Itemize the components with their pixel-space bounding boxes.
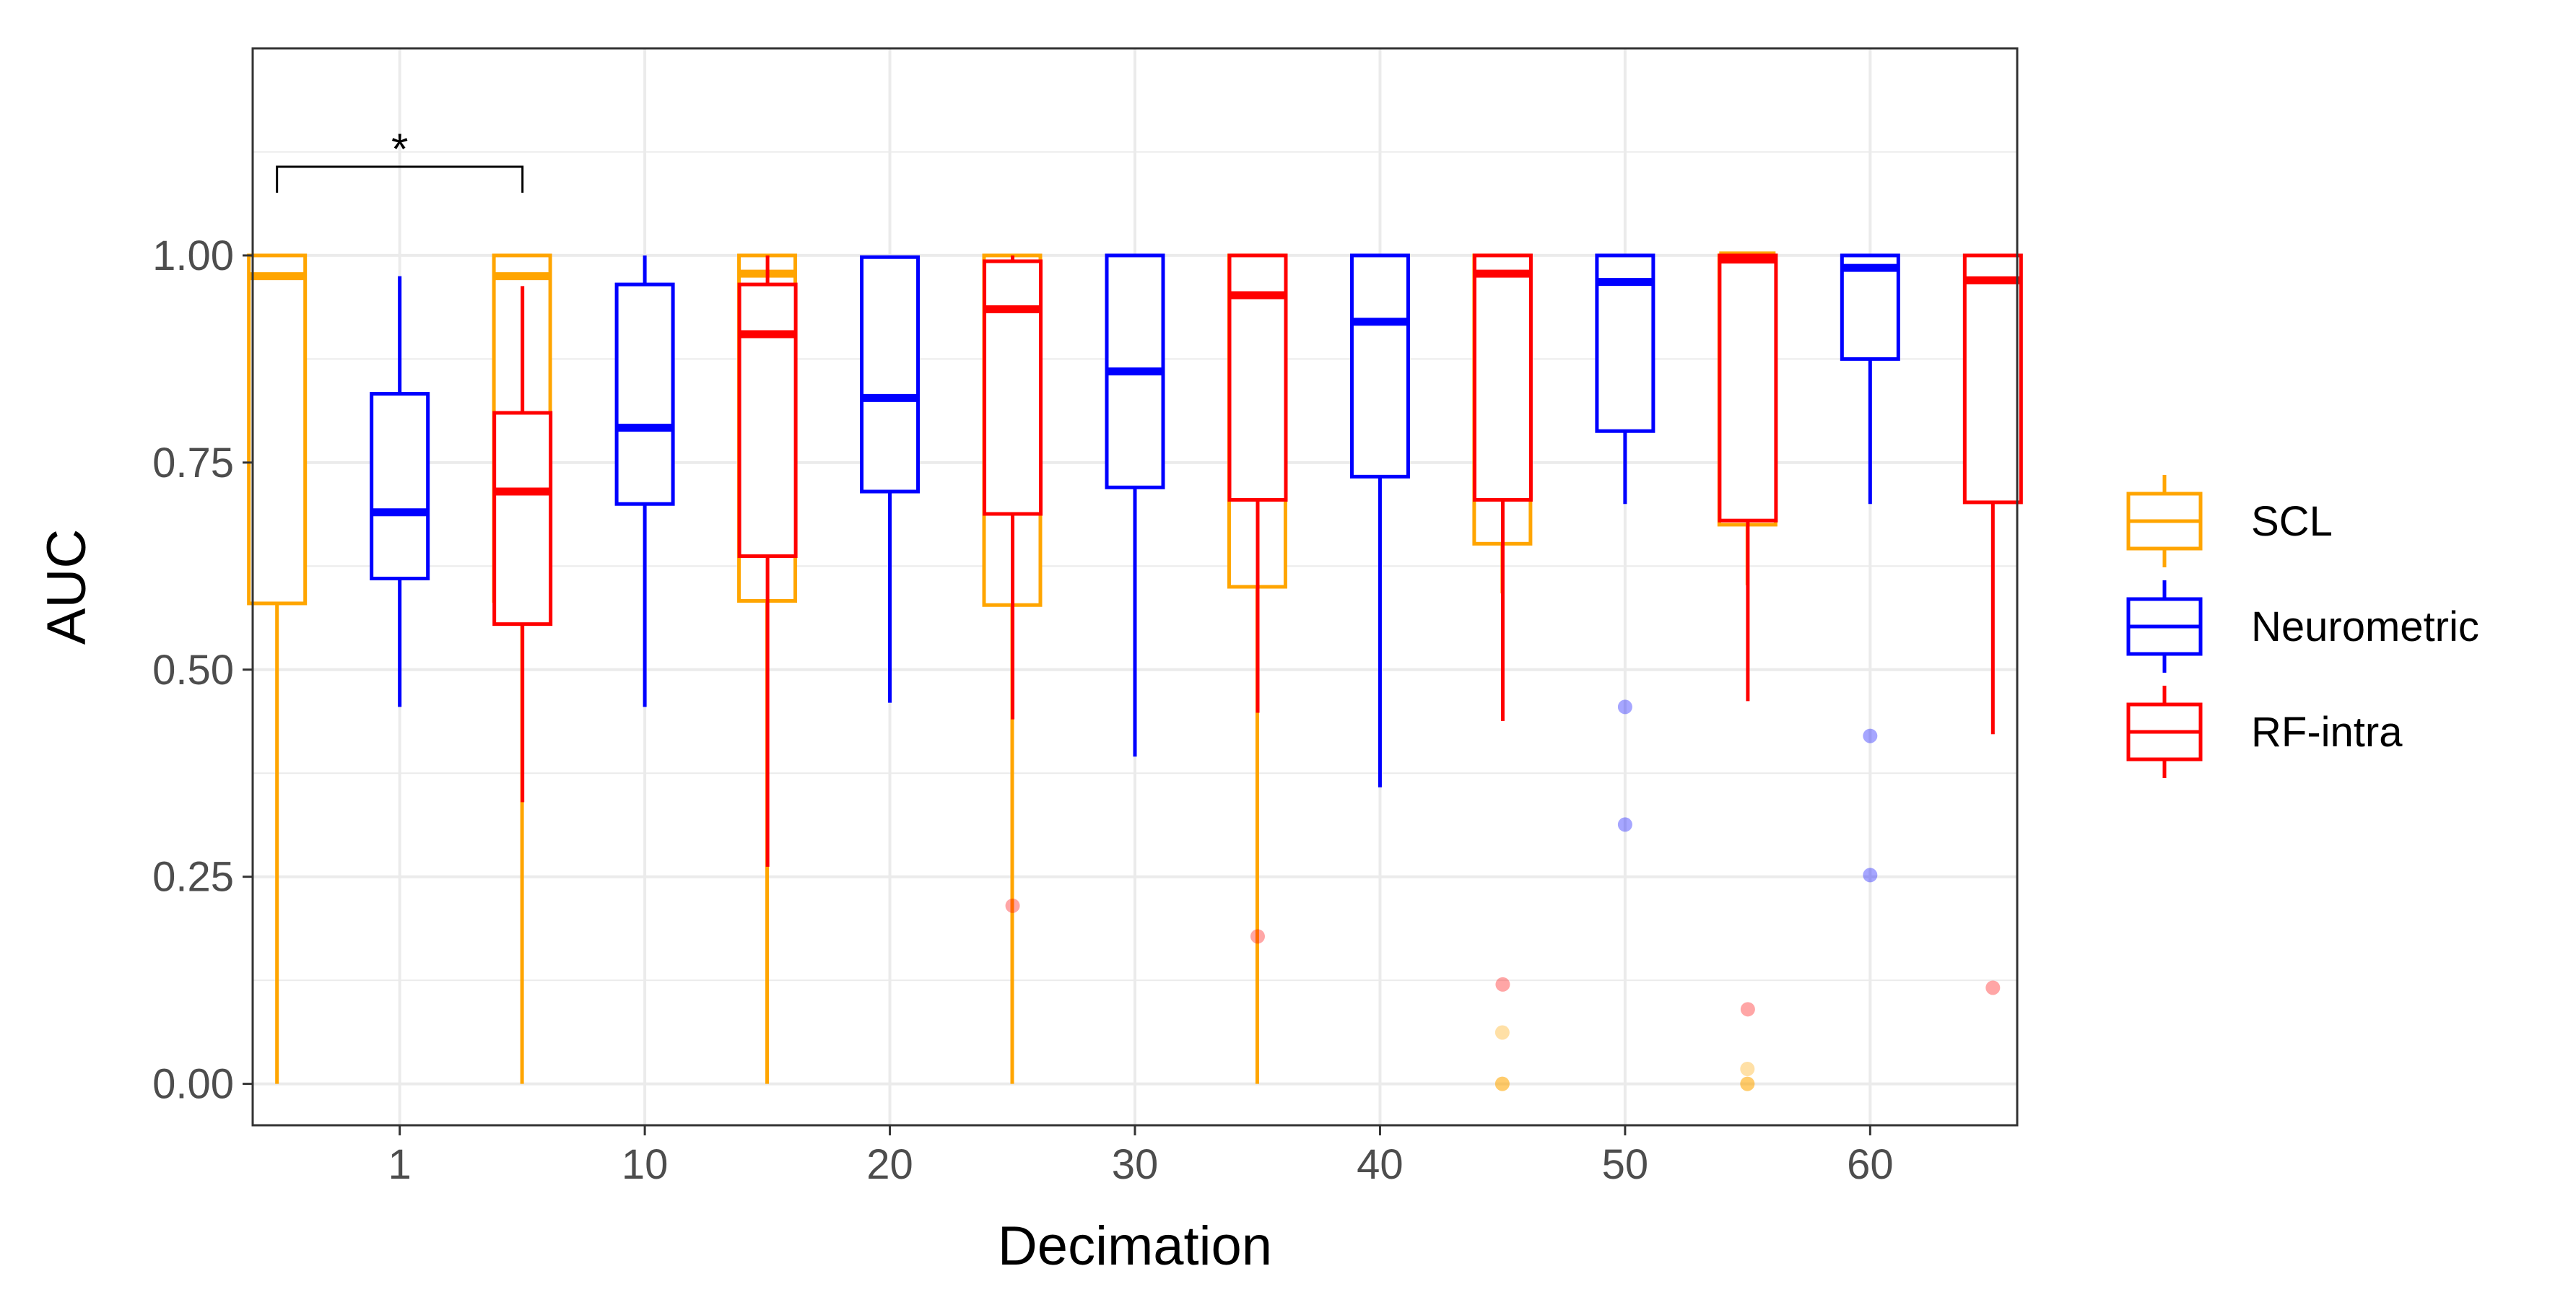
outlier-point xyxy=(1495,977,1510,992)
y-tick-label: 0.75 xyxy=(152,440,234,486)
x-tick-label: 50 xyxy=(1602,1141,1649,1188)
outlier-point xyxy=(1250,929,1265,944)
x-axis: 1 10 20 30 40 50 60 xyxy=(388,1125,1894,1188)
legend: SCL Neurometric RF-intra xyxy=(2126,475,2479,778)
box xyxy=(1962,253,2023,505)
y-tick-label: 0.00 xyxy=(152,1061,234,1108)
legend-label: RF-intra xyxy=(2251,709,2403,756)
outlier-point xyxy=(1005,898,1020,913)
series-rf-intra xyxy=(492,253,2023,1017)
y-axis: 0.00 0.25 0.50 0.75 1.00 xyxy=(152,232,253,1108)
outlier-point xyxy=(1617,817,1632,832)
legend-label: Neurometric xyxy=(2251,603,2479,650)
significance-bracket xyxy=(276,165,524,193)
legend-item-neurometric: Neurometric xyxy=(2126,580,2479,673)
box xyxy=(860,255,921,494)
box xyxy=(737,282,798,559)
y-tick-label: 1.00 xyxy=(152,232,234,279)
outlier-point xyxy=(1494,1076,1510,1091)
outlier-point xyxy=(1863,868,1878,883)
box xyxy=(247,253,308,606)
significance-annotation: * xyxy=(276,125,524,193)
box xyxy=(1472,253,1533,502)
box xyxy=(492,411,553,627)
box xyxy=(614,282,675,506)
box xyxy=(370,392,430,581)
outlier-point xyxy=(1985,980,2001,995)
series-neurometric xyxy=(370,253,1900,883)
legend-item-rf-intra: RF-intra xyxy=(2126,686,2403,778)
outlier-point xyxy=(1617,699,1632,715)
significance-label: * xyxy=(391,125,408,173)
plot-marks xyxy=(247,251,2023,1091)
legend-item-scl: SCL xyxy=(2126,475,2333,567)
x-tick-label: 60 xyxy=(1847,1141,1894,1188)
x-tick-label: 30 xyxy=(1112,1141,1159,1188)
box xyxy=(1840,253,1900,361)
box xyxy=(1718,253,1778,523)
outlier-point xyxy=(1740,1061,1755,1076)
y-tick-label: 0.25 xyxy=(152,854,234,901)
outlier-point xyxy=(1740,1076,1755,1091)
x-tick-label: 10 xyxy=(622,1141,669,1188)
x-tick-label: 20 xyxy=(866,1141,913,1188)
outlier-point xyxy=(1863,728,1878,743)
outlier-point xyxy=(1740,1002,1755,1017)
legend-label: SCL xyxy=(2251,498,2333,545)
x-tick-label: 40 xyxy=(1357,1141,1404,1188)
box xyxy=(983,259,1043,516)
outlier-point xyxy=(1494,1076,1510,1091)
y-axis-title: AUC xyxy=(36,529,97,645)
x-axis-title: Decimation xyxy=(998,1215,1272,1277)
box xyxy=(1349,253,1410,479)
y-tick-label: 0.50 xyxy=(152,647,234,694)
outlier-point xyxy=(1740,1076,1755,1091)
x-tick-label: 1 xyxy=(388,1141,412,1188)
outlier-point xyxy=(1494,1025,1510,1040)
